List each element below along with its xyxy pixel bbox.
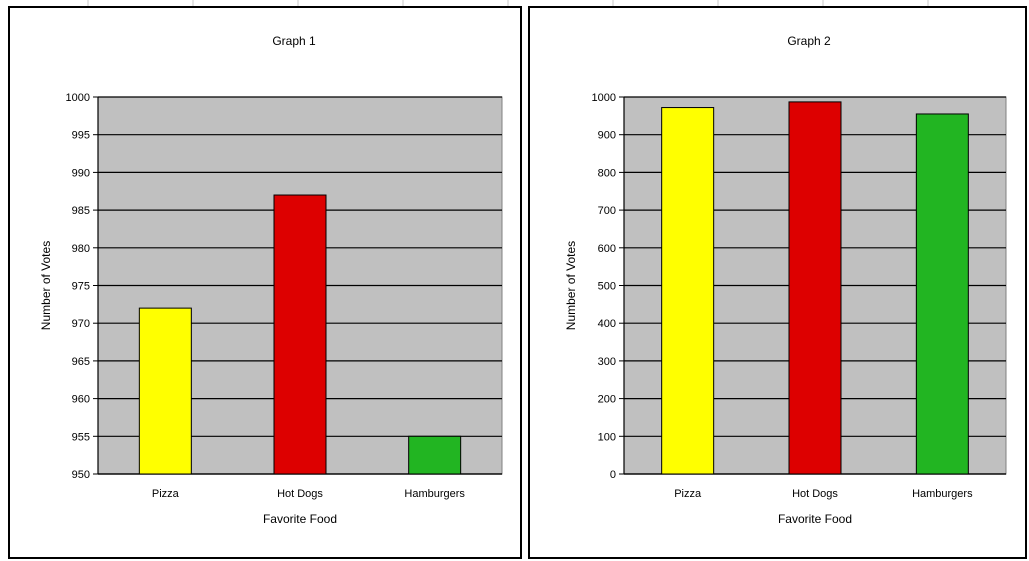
chart-svg-graph-2: Graph 2 0 100 200 300 400 500 600 700 800 900 1000 P… (564, 34, 1007, 526)
g2-y-tick-label-500: 500 (598, 281, 616, 293)
g1-y-tick-label-970: 970 (72, 318, 90, 330)
g2-x-tick-label-hot-dogs: Hot Dogs (792, 488, 838, 500)
g1-chart-title: Graph 1 (272, 34, 316, 48)
g2-y-tick-label-200: 200 (598, 394, 616, 406)
g2-y-axis-label: Number of Votes (564, 241, 578, 330)
g2-y-tick-label-900: 900 (598, 130, 616, 142)
g1-bar-pizza[interactable] (138, 307, 192, 475)
g1-y-tick-label-960: 960 (72, 394, 90, 406)
g2-y-tick-label-700: 700 (598, 205, 616, 217)
g1-bar-hot-dogs[interactable] (273, 194, 327, 475)
g2-y-tick-label-600: 600 (598, 243, 616, 255)
g1-bar-hamburgers[interactable] (408, 435, 462, 475)
g1-y-axis-label: Number of Votes (39, 241, 53, 330)
g1-y-tick-label-965: 965 (72, 356, 90, 368)
g1-y-tick-label-980: 980 (72, 243, 90, 255)
g1-y-tick-label-1000: 1000 (66, 92, 90, 104)
g1-x-axis-label: Favorite Food (263, 512, 337, 526)
chart-svg-graph-1: Graph 1 950 955 960 965 970 975 980 985 990 995 100… (39, 34, 503, 526)
g2-y-tick-label-100: 100 (598, 431, 616, 443)
g1-x-tick-label-hot-dogs: Hot Dogs (277, 488, 323, 500)
g2-y-tick-label-400: 400 (598, 318, 616, 330)
g2-bar-hamburgers[interactable] (915, 113, 969, 475)
g1-y-tick-label-950: 950 (72, 469, 90, 481)
g1-y-tick-label-985: 985 (72, 205, 90, 217)
g2-x-axis-label: Favorite Food (778, 512, 852, 526)
g1-y-tick-label-955: 955 (72, 431, 90, 443)
g2-chart-title: Graph 2 (787, 34, 831, 48)
g2-x-tick-label-hamburgers: Hamburgers (912, 488, 973, 500)
g2-y-tick-label-1000: 1000 (592, 92, 616, 104)
g2-bar-pizza[interactable] (661, 107, 715, 475)
g1-x-tick-label-hamburgers: Hamburgers (404, 488, 465, 500)
g1-y-tick-label-990: 990 (72, 167, 90, 179)
chart-panel-graph-2[interactable]: Graph 2 0 100 200 300 400 500 600 700 800 900 1000 P… (528, 6, 1027, 559)
g1-y-tick-label-975: 975 (72, 281, 90, 293)
g2-x-tick-label-pizza: Pizza (674, 488, 702, 500)
g2-y-tick-label-300: 300 (598, 356, 616, 368)
g2-y-tick-label-0: 0 (610, 469, 616, 481)
g2-bar-hot-dogs[interactable] (788, 101, 842, 475)
g1-x-tick-label-pizza: Pizza (152, 488, 180, 500)
g1-y-tick-label-995: 995 (72, 130, 90, 142)
g2-y-tick-label-800: 800 (598, 167, 616, 179)
chart-panel-graph-1[interactable]: Graph 1 950 955 960 965 970 975 980 985 990 995 100… (8, 6, 522, 559)
